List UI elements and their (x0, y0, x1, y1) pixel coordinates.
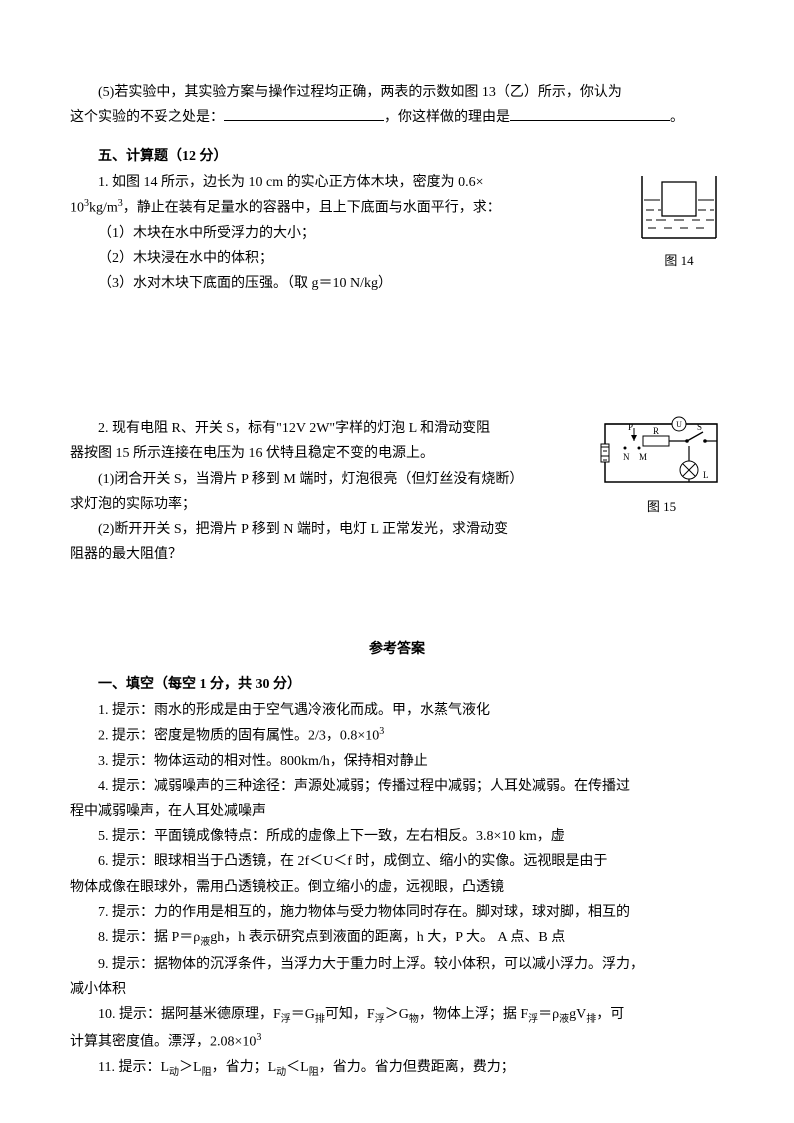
a10-sub6: 液 (559, 1014, 569, 1025)
q5-line2c: 。 (670, 110, 684, 125)
q1-l2: 103kg/m3，静止在装有足量水的容器中，且上下底面与水面平行，求： (70, 195, 724, 221)
a11-sub1: 动 (169, 1067, 179, 1078)
a11-sub2: 阻 (202, 1067, 212, 1078)
ans-10: 10. 提示：据阿基米德原理，F浮＝G排可知，F浮＞G物，物体上浮；据 F浮＝ρ… (70, 1002, 724, 1029)
ans-11: 11. 提示：L动＞L阻，省力；L动＜L阻，省力。省力但费距离，费力； (70, 1055, 724, 1082)
section5-title: 五、计算题（12 分） (70, 144, 724, 169)
ans-2a: 2. 提示：密度是物质的固有属性。2/3，0.8×10 (98, 729, 379, 744)
svg-text:M: M (639, 452, 647, 462)
a10i-sup: 3 (256, 1032, 261, 1043)
q1-l1: 1. 如图 14 所示，边长为 10 cm 的实心正方体木块，密度为 0.6× (70, 170, 724, 195)
fig14-caption: 图 14 (634, 249, 724, 272)
ans-4a: 4. 提示：减弱噪声的三种途径：声源处减弱；传播过程中减弱；人耳处减弱。在传播过 (70, 774, 724, 799)
a10d: ＞G (385, 1007, 409, 1022)
svg-text:L: L (703, 470, 709, 480)
a11c: ，省力；L (212, 1060, 277, 1075)
q5-line2: 这个实验的不妥之处是： ，你这样做的理由是 。 (70, 105, 724, 130)
q2-l5: (2)断开开关 S，把滑片 P 移到 N 端时，电灯 L 正常发光，求滑动变 (70, 517, 724, 542)
a10-sub7: 排 (586, 1014, 596, 1025)
ans-8a: 8. 提示：据 P＝ρ (98, 930, 200, 945)
ans-8b: gh，h 表示研究点到液面的距离，h 大，P 大。 A 点、B 点 (210, 930, 565, 945)
ans-1: 1. 提示：雨水的形成是由于空气遇冷液化而成。甲，水蒸气液化 (70, 698, 724, 723)
a10f: ＝ρ (538, 1007, 559, 1022)
ans-9a: 9. 提示：据物体的沉浮条件，当浮力大于重力时上浮。较小体积，可以减小浮力。浮力… (70, 952, 724, 977)
q1-block: 图 14 1. 如图 14 所示，边长为 10 cm 的实心正方体木块，密度为 … (70, 170, 724, 297)
q1-sub2: （2）木块浸在水中的体积； (70, 246, 724, 271)
a10g: gV (569, 1007, 586, 1022)
figure-14: 图 14 (634, 170, 724, 272)
blank-2 (510, 106, 670, 121)
ans-2: 2. 提示：密度是物质的固有属性。2/3，0.8×103 (70, 723, 724, 749)
ans-8: 8. 提示：据 P＝ρ液gh，h 表示研究点到液面的距离，h 大，P 大。 A … (70, 925, 724, 952)
blank-1 (224, 106, 384, 121)
beaker-icon (634, 170, 724, 245)
q1-l2b: kg/m (89, 200, 118, 215)
ans-6b: 物体成像在眼球外，需用凸透镜校正。倒立缩小的虚，远视眼，凸透镜 (70, 875, 724, 900)
a10c: 可知，F (325, 1007, 375, 1022)
ans-3: 3. 提示：物体运动的相对性。800km/h，保持相对静止 (70, 749, 724, 774)
a10-sub4: 物 (409, 1014, 419, 1025)
a11b: ＞L (179, 1060, 202, 1075)
q5-line2b: ，你这样做的理由是 (384, 110, 510, 125)
ans-s1: 一、填空（每空 1 分，共 30 分） (70, 672, 724, 697)
svg-text:R: R (653, 426, 659, 436)
ans-8-sub: 液 (200, 937, 210, 948)
a10-sub2: 排 (315, 1014, 325, 1025)
fig15-caption: 图 15 (599, 495, 724, 518)
ans-2-sup: 3 (379, 726, 384, 737)
a11-sub3: 动 (276, 1067, 286, 1078)
q1-sub1: （1）木块在水中所受浮力的大小； (70, 221, 724, 246)
q1-sub3: （3）水对木块下底面的压强。（取 g＝10 N/kg） (70, 271, 724, 296)
q5-line2a: 这个实验的不妥之处是： (70, 110, 224, 125)
ans-10i: 计算其密度值。漂浮，2.08×103 (70, 1029, 724, 1055)
ans-6a: 6. 提示：眼球相当于凸透镜，在 2f＜U＜f 时，成倒立、缩小的实像。远视眼是… (70, 849, 724, 874)
a10h: ，可 (596, 1007, 624, 1022)
a10b: ＝G (291, 1007, 315, 1022)
q2-l6: 阻器的最大阻值？ (70, 542, 724, 567)
ans-5: 5. 提示：平面镜成像特点：所成的虚像上下一致，左右相反。3.8×10 km，虚 (70, 824, 724, 849)
figure-15: U R P S N M L (599, 416, 724, 518)
a11a: 11. 提示：L (98, 1060, 169, 1075)
a11e: ，省力。省力但费距离，费力； (319, 1060, 515, 1075)
a11-sub4: 阻 (309, 1067, 319, 1078)
a10-sub1: 浮 (281, 1014, 291, 1025)
a10a: 10. 提示：据阿基米德原理，F (98, 1007, 281, 1022)
circuit-icon: U R P S N M L (599, 416, 724, 491)
a10e: ，物体上浮；据 F (419, 1007, 528, 1022)
q5-line1: (5)若实验中，其实验方案与操作过程均正确，两表的示数如图 13（乙）所示，你认… (70, 80, 724, 105)
ans-9b: 减小体积 (70, 977, 724, 1002)
ans-4b: 程中减弱噪声，在人耳处减噪声 (70, 799, 724, 824)
svg-text:N: N (623, 452, 630, 462)
answers-title: 参考答案 (70, 637, 724, 662)
svg-text:U: U (676, 420, 682, 429)
q2-block: U R P S N M L (70, 416, 724, 567)
ans-7: 7. 提示：力的作用是相互的，施力物体与受力物体同时存在。脚对球，球对脚，相互的 (70, 900, 724, 925)
q1-l2a: 10 (70, 200, 84, 215)
a10i-text: 计算其密度值。漂浮，2.08×10 (70, 1035, 256, 1050)
a10-sub3: 浮 (375, 1014, 385, 1025)
a11d: ＜L (286, 1060, 309, 1075)
q1-l2c: ，静止在装有足量水的容器中，且上下底面与水面平行，求： (123, 200, 501, 215)
a10-sub5: 浮 (528, 1014, 538, 1025)
